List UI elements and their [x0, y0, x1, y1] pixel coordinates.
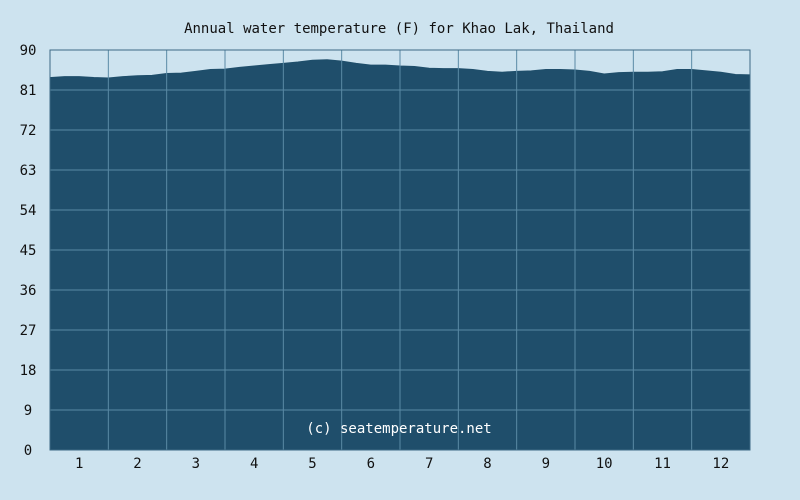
chart-title: Annual water temperature (F) for Khao La… — [184, 21, 614, 37]
x-tick-label-1: 1 — [75, 456, 83, 472]
x-tick-label-11: 11 — [654, 456, 671, 472]
y-tick-label-54: 54 — [20, 203, 37, 219]
x-tick-label-3: 3 — [192, 456, 200, 472]
y-tick-label-9: 9 — [24, 403, 32, 419]
y-tick-label-72: 72 — [20, 123, 37, 139]
x-tick-label-12: 12 — [712, 456, 729, 472]
y-tick-label-0: 0 — [24, 443, 32, 459]
y-tick-label-45: 45 — [20, 243, 37, 259]
plot-frame — [49, 49, 751, 451]
x-tick-label-9: 9 — [542, 456, 550, 472]
y-tick-label-90: 90 — [20, 43, 37, 59]
x-tick-label-4: 4 — [250, 456, 258, 472]
x-tick-label-2: 2 — [133, 456, 141, 472]
y-tick-label-36: 36 — [20, 283, 37, 299]
x-tick-label-6: 6 — [367, 456, 375, 472]
y-tick-label-63: 63 — [20, 163, 37, 179]
x-tick-label-5: 5 — [308, 456, 316, 472]
y-tick-label-27: 27 — [20, 323, 37, 339]
x-tick-label-7: 7 — [425, 456, 433, 472]
x-tick-label-10: 10 — [596, 456, 613, 472]
y-tick-label-18: 18 — [20, 363, 37, 379]
watermark-text: (c) seatemperature.net — [306, 421, 491, 437]
y-tick-label-81: 81 — [20, 83, 37, 99]
x-tick-label-8: 8 — [483, 456, 491, 472]
